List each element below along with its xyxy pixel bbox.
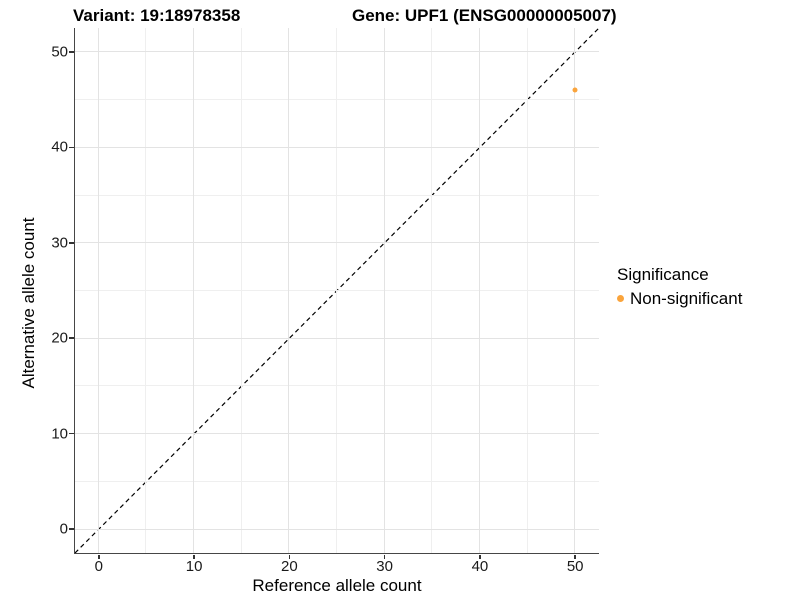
x-axis-tick [193, 554, 195, 559]
x-tick-label: 0 [94, 558, 103, 575]
y-tick-label: 40 [51, 138, 68, 156]
major-gridline-horizontal [74, 337, 599, 339]
legend-items: Non-significant [617, 289, 742, 308]
y-axis-tick [69, 528, 74, 530]
legend-item: Non-significant [617, 289, 742, 308]
plot-title-variant: Variant: 19:18978358 [73, 6, 241, 25]
minor-gridline-horizontal [74, 385, 599, 387]
x-axis-tick [479, 554, 481, 559]
legend-item-label: Non-significant [630, 289, 743, 308]
y-axis-tick [69, 337, 74, 339]
y-axis-tick [69, 432, 74, 435]
plot-panel [73, 28, 599, 554]
x-tick-label: 40 [471, 558, 489, 575]
major-gridline-vertical [97, 28, 99, 553]
x-axis-tick [383, 554, 386, 559]
major-gridline-horizontal [74, 528, 599, 530]
minor-gridline-horizontal [74, 290, 599, 291]
major-gridline-horizontal [74, 51, 599, 53]
y-axis-tick [69, 146, 74, 149]
major-gridline-horizontal [74, 433, 599, 435]
y-tick-label: 30 [51, 234, 68, 252]
y-tick-label: 10 [51, 425, 68, 443]
major-gridline-horizontal [74, 146, 599, 148]
minor-gridline-horizontal [74, 99, 599, 101]
minor-gridline-horizontal [74, 480, 599, 482]
x-tick-label: 30 [376, 558, 393, 575]
x-axis-title: Reference allele count [252, 576, 422, 595]
y-axis-title: Alternative allele count [19, 217, 38, 389]
x-axis-tick [288, 554, 291, 559]
major-gridline-horizontal [74, 242, 599, 244]
x-tick-label: 50 [566, 558, 584, 575]
major-gridline-vertical [288, 28, 290, 553]
minor-gridline-horizontal [74, 194, 599, 196]
x-axis-tick [98, 554, 100, 559]
y-tick-label: 0 [59, 520, 68, 538]
data-point [572, 87, 578, 93]
legend-key-dot [617, 295, 624, 302]
plot-title-gene: Gene: UPF1 (ENSG00000005007) [352, 6, 617, 25]
major-gridline-vertical [574, 28, 576, 553]
x-tick-label: 20 [281, 558, 298, 575]
y-tick-label: 50 [51, 43, 68, 61]
major-gridline-vertical [193, 28, 195, 553]
x-tick-label: 10 [185, 558, 203, 575]
y-axis-tick [69, 51, 74, 53]
x-axis-tick [574, 554, 576, 559]
y-axis-tick [69, 242, 74, 244]
legend: Significance Non-significant [617, 265, 742, 308]
major-gridline-vertical [383, 28, 385, 553]
y-tick-label: 20 [51, 329, 68, 347]
legend-title: Significance [617, 265, 709, 284]
major-gridline-vertical [478, 28, 480, 553]
